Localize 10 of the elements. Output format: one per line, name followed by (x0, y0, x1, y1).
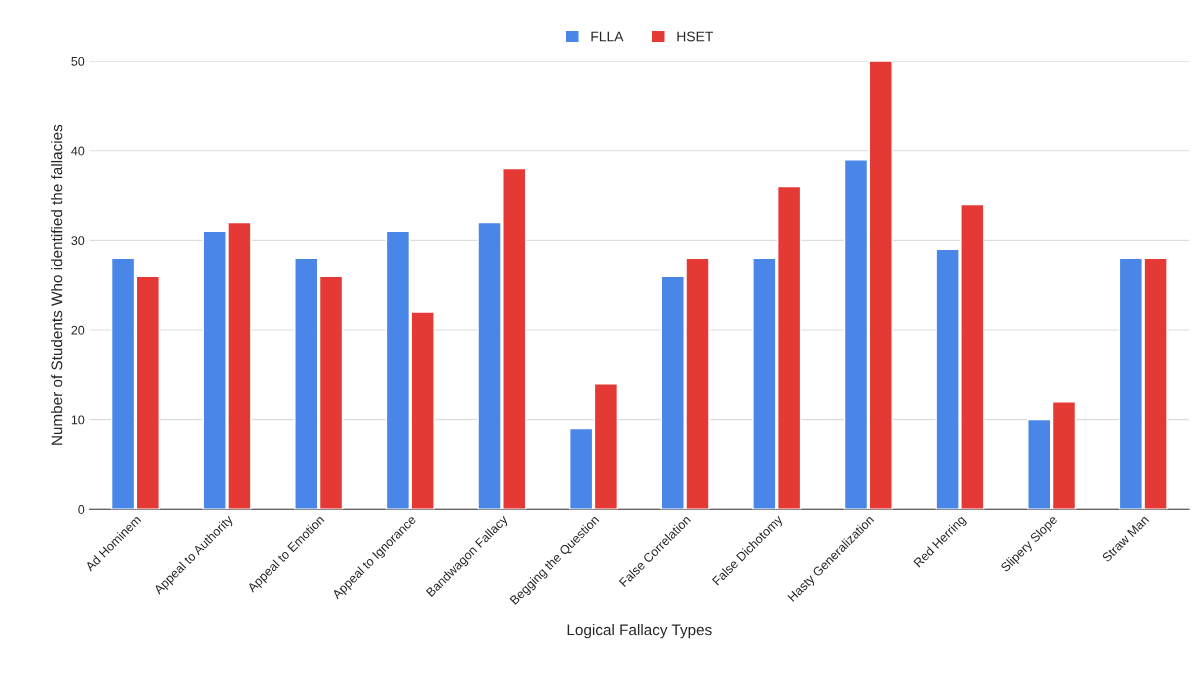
x-axis-title: Logical Fallacy Types (567, 624, 712, 639)
y-tick-label: 50 (71, 56, 85, 66)
y-tick-label: 40 (71, 146, 85, 156)
y-tick-label: 20 (71, 325, 85, 335)
legend-label: FLLA (591, 31, 624, 42)
y-tick-label: 0 (78, 505, 85, 514)
y-tick-label: 10 (71, 415, 85, 425)
legend-label: HSET (677, 31, 714, 42)
y-tick-label: 30 (71, 236, 85, 246)
y-axis-title: Number of Students Who identified the fallacies (51, 124, 63, 445)
